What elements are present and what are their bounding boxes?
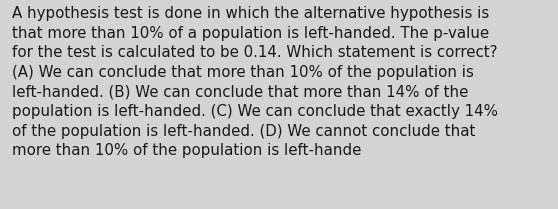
Text: A hypothesis test is done in which the alternative hypothesis is
that more than : A hypothesis test is done in which the a… (12, 6, 498, 158)
